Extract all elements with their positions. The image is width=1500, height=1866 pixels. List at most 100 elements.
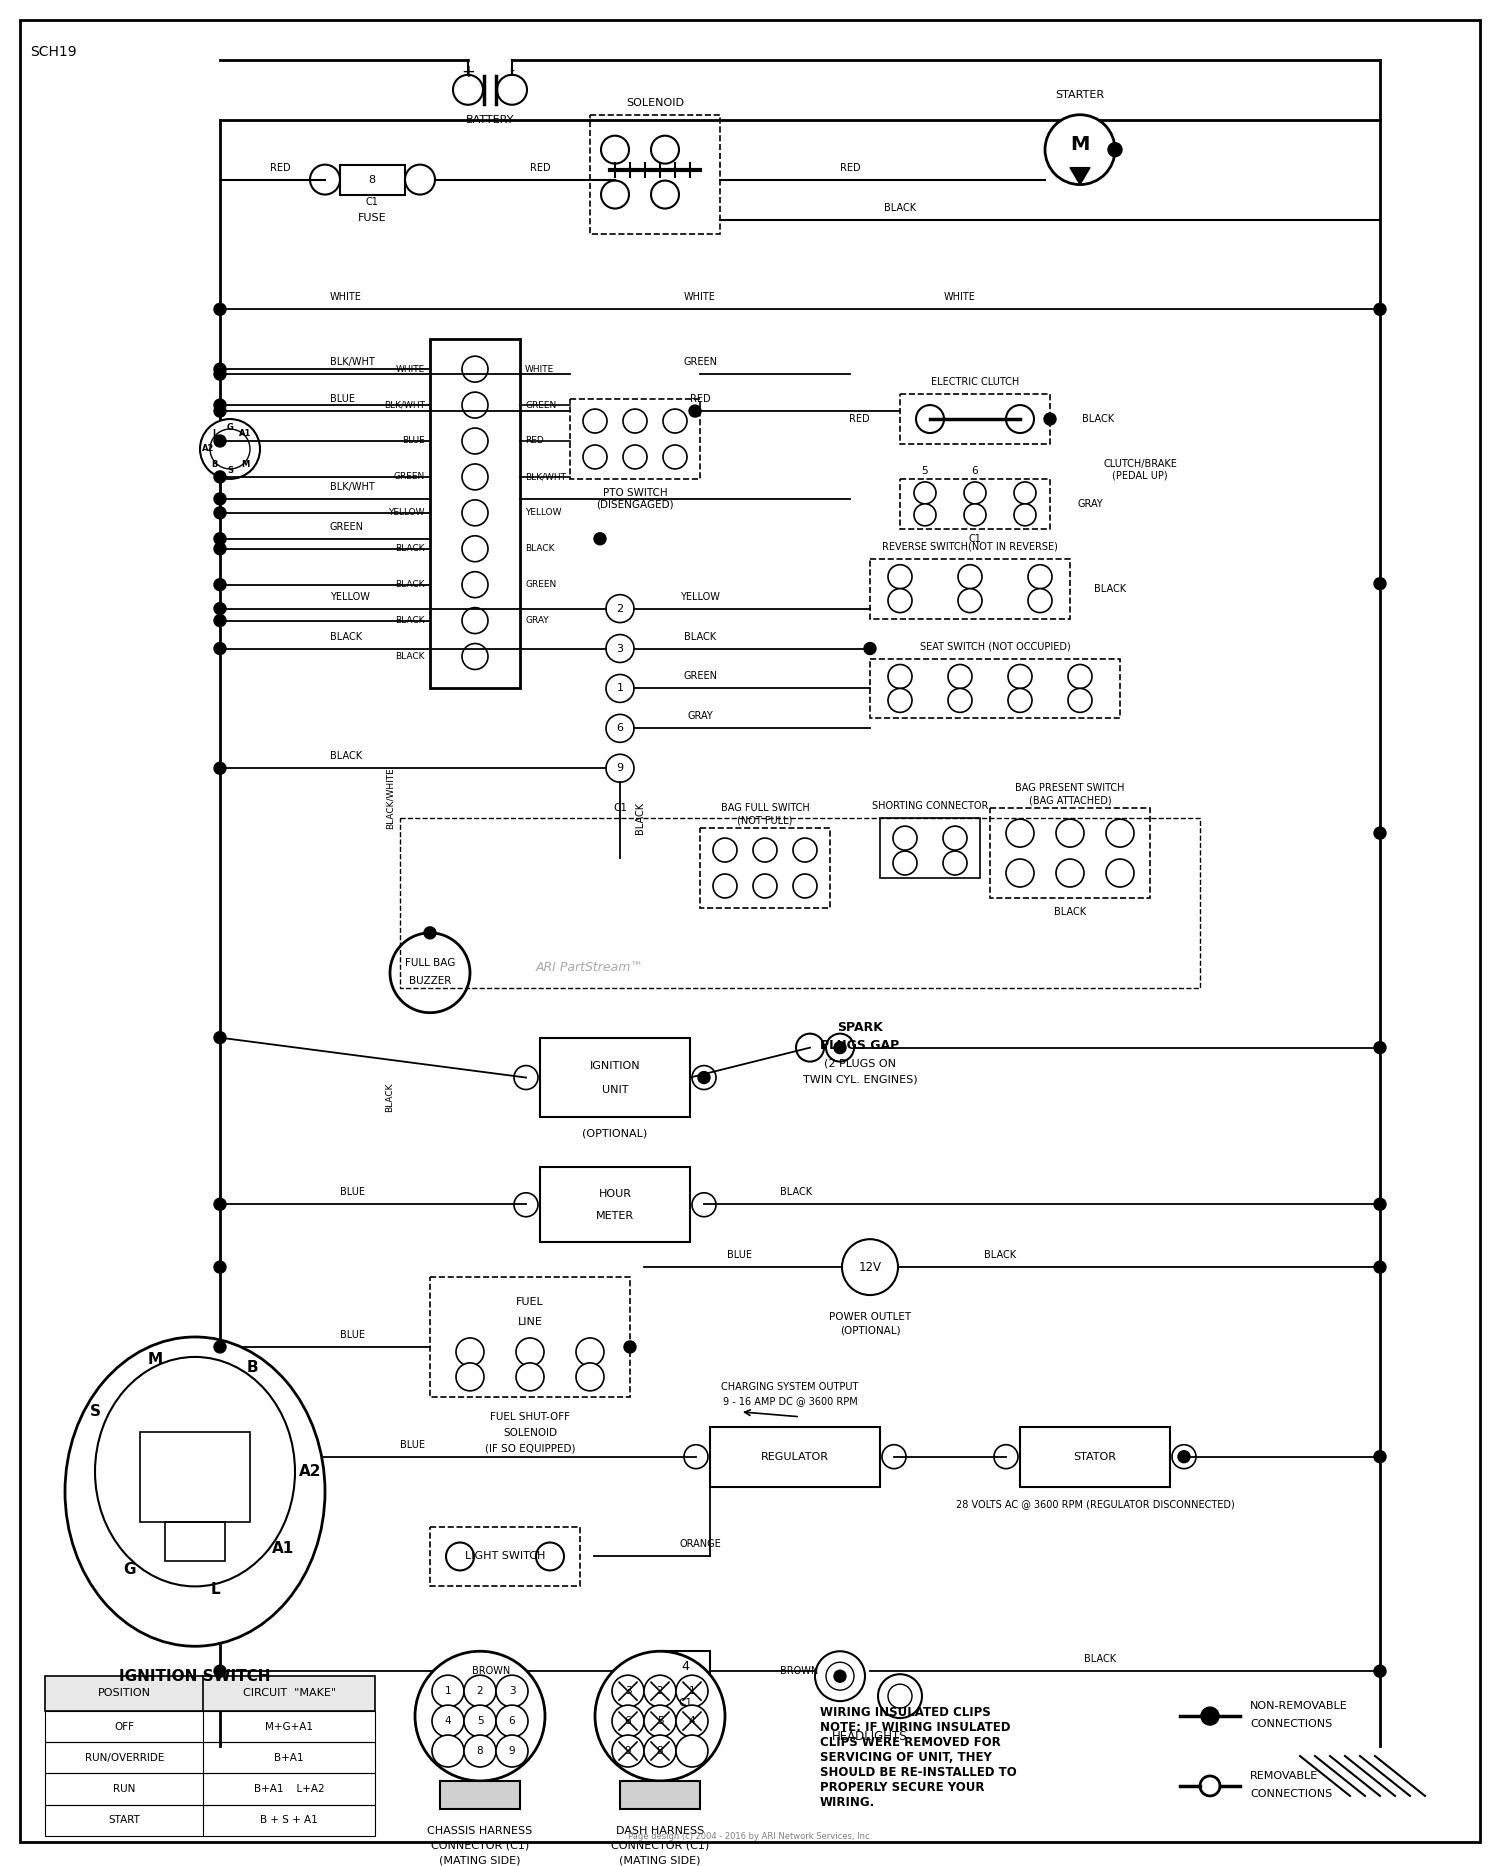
Bar	[710, 1427, 880, 1487]
Circle shape	[1056, 819, 1084, 847]
Text: YELLOW: YELLOW	[330, 592, 370, 601]
Text: BLUE: BLUE	[340, 1330, 364, 1340]
Text: CONNECTIONS: CONNECTIONS	[1250, 1719, 1332, 1730]
Text: FUSE: FUSE	[357, 213, 387, 222]
Circle shape	[1068, 664, 1092, 689]
Text: GREEN: GREEN	[525, 401, 556, 409]
Text: BLK/WHT: BLK/WHT	[525, 472, 566, 481]
Circle shape	[496, 1735, 528, 1767]
Circle shape	[692, 1065, 715, 1090]
Circle shape	[644, 1676, 676, 1707]
Text: IGNITION: IGNITION	[590, 1060, 640, 1071]
Text: L: L	[210, 1582, 220, 1597]
Circle shape	[1106, 819, 1134, 847]
Text: B+A1    L+A2: B+A1 L+A2	[254, 1784, 324, 1793]
Text: 9: 9	[616, 763, 624, 773]
Circle shape	[622, 409, 646, 433]
Bar	[340, 164, 405, 194]
Circle shape	[964, 504, 986, 526]
Text: YELLOW: YELLOW	[680, 592, 720, 601]
Circle shape	[214, 405, 226, 418]
Text: BLACK: BLACK	[634, 802, 645, 834]
Circle shape	[214, 470, 226, 483]
Text: OFF: OFF	[114, 1722, 134, 1732]
Text: C1: C1	[366, 196, 378, 207]
Text: S: S	[226, 466, 232, 476]
Circle shape	[1008, 689, 1032, 713]
Text: 8: 8	[369, 175, 375, 185]
Text: BLACK: BLACK	[684, 631, 716, 642]
Text: (DISENGAGED): (DISENGAGED)	[596, 500, 674, 509]
Text: 9: 9	[509, 1747, 516, 1756]
Text: HOUR: HOUR	[598, 1189, 632, 1198]
Circle shape	[214, 1664, 226, 1678]
Text: 4: 4	[681, 1659, 688, 1672]
Circle shape	[214, 304, 226, 315]
Text: (2 PLUGS ON: (2 PLUGS ON	[824, 1058, 896, 1069]
Circle shape	[200, 420, 260, 480]
Circle shape	[1007, 405, 1034, 433]
Text: RED: RED	[690, 394, 711, 405]
Text: C1: C1	[614, 802, 627, 814]
Text: (OPTIONAL): (OPTIONAL)	[840, 1327, 900, 1336]
Circle shape	[1106, 858, 1134, 886]
Circle shape	[464, 1706, 496, 1737]
Text: SOLENOID: SOLENOID	[626, 97, 684, 108]
Circle shape	[892, 827, 916, 851]
Bar	[870, 659, 1120, 718]
Circle shape	[446, 1543, 474, 1571]
Text: 6: 6	[624, 1717, 632, 1726]
Circle shape	[214, 1342, 226, 1353]
Text: GREEN: GREEN	[393, 472, 424, 481]
Circle shape	[1374, 1041, 1386, 1054]
Circle shape	[214, 435, 226, 448]
Circle shape	[606, 634, 634, 662]
Text: 4: 4	[688, 1717, 696, 1726]
Text: M+G+A1: M+G+A1	[266, 1722, 314, 1732]
Text: SPARK: SPARK	[837, 1021, 884, 1034]
Text: BLACK: BLACK	[386, 1082, 394, 1112]
Bar	[140, 1431, 250, 1521]
Circle shape	[888, 664, 912, 689]
Circle shape	[1028, 588, 1051, 612]
Circle shape	[576, 1362, 604, 1390]
Text: REMOVABLE: REMOVABLE	[1250, 1771, 1318, 1780]
Text: M: M	[1071, 134, 1089, 155]
Text: HEADLIGHTS: HEADLIGHTS	[833, 1730, 908, 1743]
Text: ELECTRIC CLUTCH: ELECTRIC CLUTCH	[932, 377, 1019, 386]
Circle shape	[676, 1676, 708, 1707]
Circle shape	[815, 1651, 866, 1702]
Circle shape	[1008, 664, 1032, 689]
Bar	[700, 829, 830, 909]
Text: CLUTCH/BRAKE: CLUTCH/BRAKE	[1102, 459, 1178, 468]
Circle shape	[214, 1450, 226, 1463]
Text: 6: 6	[509, 1717, 516, 1726]
Text: L: L	[211, 429, 217, 439]
Text: 3: 3	[616, 644, 624, 653]
Circle shape	[1374, 1664, 1386, 1678]
Circle shape	[864, 642, 876, 655]
Bar	[570, 399, 700, 480]
Circle shape	[584, 444, 608, 468]
Circle shape	[753, 838, 777, 862]
Circle shape	[214, 364, 226, 375]
Bar	[430, 340, 520, 689]
Circle shape	[676, 1735, 708, 1767]
Circle shape	[462, 465, 488, 491]
Text: BROWN: BROWN	[780, 1666, 819, 1676]
Circle shape	[432, 1735, 464, 1767]
Text: CONNECTIONS: CONNECTIONS	[1250, 1789, 1332, 1799]
Circle shape	[944, 851, 968, 875]
Circle shape	[214, 1032, 226, 1043]
Text: 6: 6	[972, 466, 978, 476]
Circle shape	[496, 1676, 528, 1707]
Circle shape	[948, 664, 972, 689]
Text: 2: 2	[657, 1687, 663, 1696]
Text: (OPTIONAL): (OPTIONAL)	[582, 1129, 648, 1138]
Circle shape	[390, 933, 470, 1013]
Text: C1: C1	[969, 534, 981, 543]
Bar	[620, 1780, 701, 1808]
Circle shape	[878, 1674, 922, 1719]
Circle shape	[692, 1192, 715, 1217]
Text: BLUE: BLUE	[400, 1441, 424, 1450]
